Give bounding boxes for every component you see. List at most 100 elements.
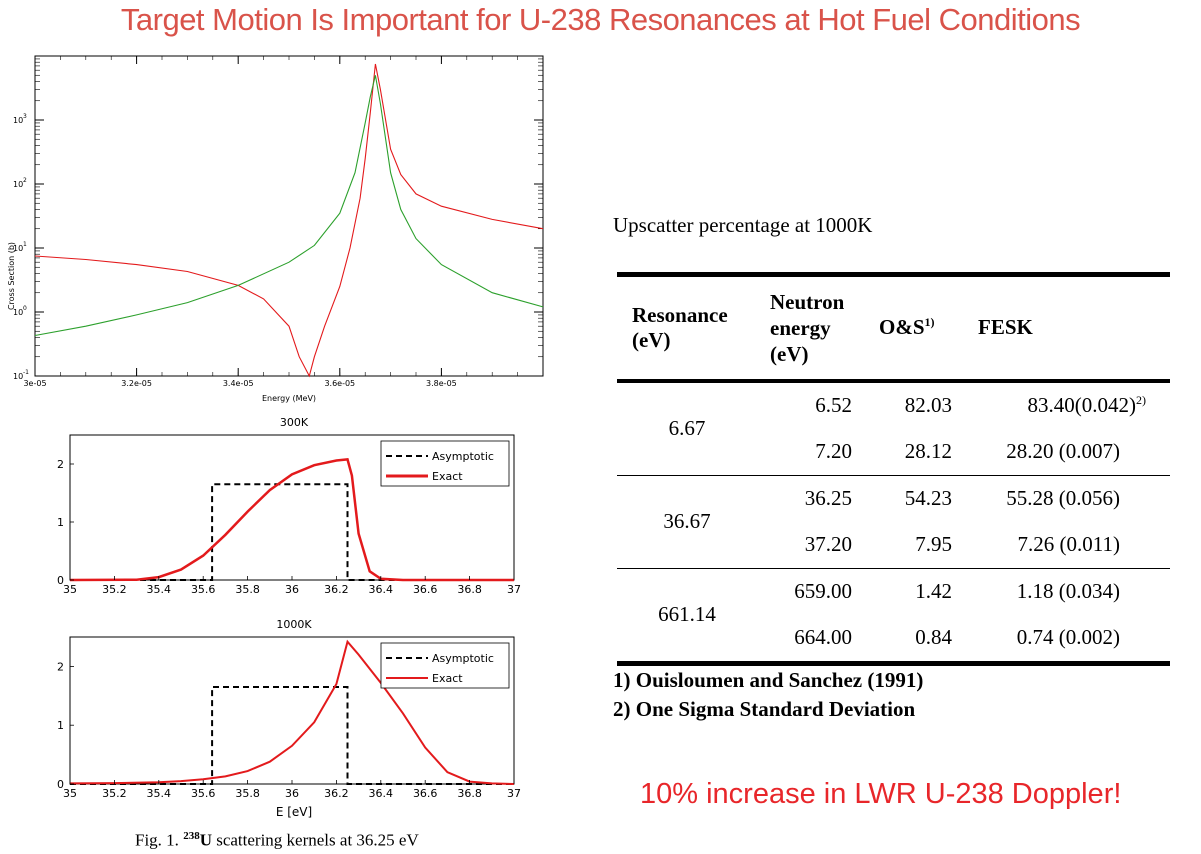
cell-fesk: 28.20 (0.007) <box>1006 439 1120 463</box>
kernel-300k-chart: 300K 35 35.2 35.4 35.6 35.8 36 36.2 36.4 36.6 36.… <box>57 416 521 596</box>
cell-resonance: 661.14 <box>658 602 716 626</box>
y-tick-label: 10 <box>13 244 23 253</box>
x-tick-label: 36 <box>285 787 299 800</box>
x-tick-label: 36.2 <box>324 787 349 800</box>
caption-prefix: Fig. 1. <box>135 830 184 850</box>
y-tick-label: 2 <box>57 660 64 673</box>
y-tick-label: 10 <box>13 180 23 189</box>
x-tick-label: 36.4 <box>369 787 394 800</box>
header-neutron-energy: Neutron energy (eV) <box>770 289 845 366</box>
y-tick-label: 0 <box>57 574 64 587</box>
figure-caption: Fig. 1. 238U scattering kernels at 36.25… <box>135 830 419 851</box>
legend: Asymptotic Exact <box>380 642 510 689</box>
cell-os: 54.23 <box>904 486 952 510</box>
cell-fesk: 83.40(0.042)2) <box>1027 393 1147 417</box>
x-tick-label: 36.6 <box>413 787 438 800</box>
y-tick-label: 0 <box>57 778 64 791</box>
y-tick-exponent: 0 <box>23 305 27 312</box>
legend-exact: Exact <box>432 672 463 685</box>
caption-element: U <box>199 830 212 850</box>
kernel-1000k-chart: 1000K 35 35.2 35.4 35.6 35.8 36 36.2 36.4 36.6 36… <box>57 618 521 819</box>
cell-neutron-energy: 36.25 <box>804 486 852 510</box>
cell-resonance: 36.67 <box>663 509 711 533</box>
legend-exact: Exact <box>432 470 463 483</box>
x-tick-label: 3e-05 <box>23 379 46 388</box>
x-tick-label: 3.6e-05 <box>324 379 355 388</box>
x-tick-label: 37 <box>507 787 521 800</box>
x-tick-label: 36.6 <box>413 583 438 596</box>
x-tick-label: 36.2 <box>324 583 349 596</box>
series-line-exact <box>69 458 514 582</box>
cell-fesk: 55.28 (0.056) <box>1006 486 1120 510</box>
table-row: 36.67 36.25 54.23 55.28 (0.056) <box>617 475 1170 533</box>
series-line-exact <box>69 639 515 785</box>
cell-os: 7.95 <box>915 532 952 556</box>
cell-os: 28.12 <box>904 439 952 463</box>
series-line-1 <box>34 75 544 337</box>
x-tick-label: 35.8 <box>235 787 260 800</box>
footnote-2: 2) One Sigma Standard Deviation <box>613 697 916 721</box>
y-axis-label: Cross Section (b) <box>7 242 16 310</box>
cell-neutron-energy: 659.00 <box>794 579 852 603</box>
x-tick-label: 35.2 <box>102 787 127 800</box>
cell-neutron-energy: 37.20 <box>804 532 852 556</box>
y-tick-exponent: -1 <box>23 369 29 376</box>
cell-resonance: 6.67 <box>668 416 706 440</box>
slide-title: Target Motion Is Important for U-238 Res… <box>120 2 1081 37</box>
table-row: 37.20 7.95 7.26 (0.011) <box>617 522 1170 569</box>
x-tick-label: 35.4 <box>147 787 172 800</box>
x-tick-label: 36 <box>285 583 299 596</box>
x-tick-label: 3.4e-05 <box>223 379 254 388</box>
x-tick-label: 3.8e-05 <box>426 379 457 388</box>
x-tick-label: 35.2 <box>102 583 127 596</box>
x-tick-label: 35 <box>63 787 77 800</box>
cell-os: 1.42 <box>915 579 952 603</box>
chart-title-300k: 300K <box>280 416 309 429</box>
cell-fesk: 7.26 (0.011) <box>1017 532 1120 556</box>
x-tick-label: 35.6 <box>191 583 216 596</box>
y-tick-exponent: 1 <box>23 241 27 248</box>
cell-neutron-energy: 7.20 <box>815 439 852 463</box>
table-row: 7.20 28.12 28.20 (0.007) <box>617 429 1170 476</box>
upscatter-table: Resonance (eV) Neutron energy (eV) O&S1)… <box>617 272 1170 666</box>
x-tick-label: 36.8 <box>457 787 482 800</box>
x-tick-label: 35.4 <box>147 583 172 596</box>
table-row: 6.67 6.52 82.03 83.40(0.042)2) <box>617 380 1170 440</box>
table-row: 661.14 659.00 1.42 1.18 (0.034) <box>617 568 1170 626</box>
header-resonance: Resonance (eV) <box>632 302 728 352</box>
footnote-1: 1) Ouisloumen and Sanchez (1991) <box>613 668 924 692</box>
legend-asymptotic: Asymptotic <box>432 450 494 463</box>
plot-frame <box>34 55 544 377</box>
x-tick-label: 36.8 <box>457 583 482 596</box>
y-tick-label: 1 <box>57 719 64 732</box>
cell-fesk: 0.74 (0.002) <box>1016 625 1120 649</box>
table-footnotes: 1) Ouisloumen and Sanchez (1991) 2) One … <box>613 666 923 724</box>
caption-rest: scattering kernels at 36.25 eV <box>211 830 419 850</box>
header-os: O&S1) <box>879 315 935 340</box>
caption-isotope-mass: 238 <box>183 830 200 842</box>
cell-os: 0.84 <box>915 625 952 649</box>
table-title: Upscatter percentage at 1000K <box>613 213 873 237</box>
y-tick-exponent: 3 <box>23 113 27 120</box>
legend-asymptotic: Asymptotic <box>432 652 494 665</box>
y-tick-label: 10 <box>13 308 23 317</box>
cell-fesk: 1.18 (0.034) <box>1016 579 1120 603</box>
doppler-callout: 10% increase in LWR U-238 Doppler! <box>640 778 1122 810</box>
cell-os: 82.03 <box>904 393 952 417</box>
y-tick-label: 1 <box>57 516 64 529</box>
table-row: 664.00 0.84 0.74 (0.002) <box>617 615 1170 663</box>
x-axis-label: E [eV] <box>276 805 312 819</box>
x-tick-label: 37 <box>507 583 521 596</box>
x-tick-label: 35.8 <box>235 583 260 596</box>
x-tick-label: 35.6 <box>191 787 216 800</box>
x-axis-label: Energy (MeV) <box>262 394 316 403</box>
header-fesk: FESK <box>978 315 1033 340</box>
x-tick-label: 35 <box>63 583 77 596</box>
y-tick-label: 2 <box>57 458 64 471</box>
legend: Asymptotic Exact <box>380 440 510 487</box>
x-tick-label: 3.2e-05 <box>121 379 152 388</box>
y-tick-label: 10 <box>13 116 23 125</box>
x-tick-label: 36.4 <box>369 583 394 596</box>
series-line-0 <box>34 63 544 378</box>
